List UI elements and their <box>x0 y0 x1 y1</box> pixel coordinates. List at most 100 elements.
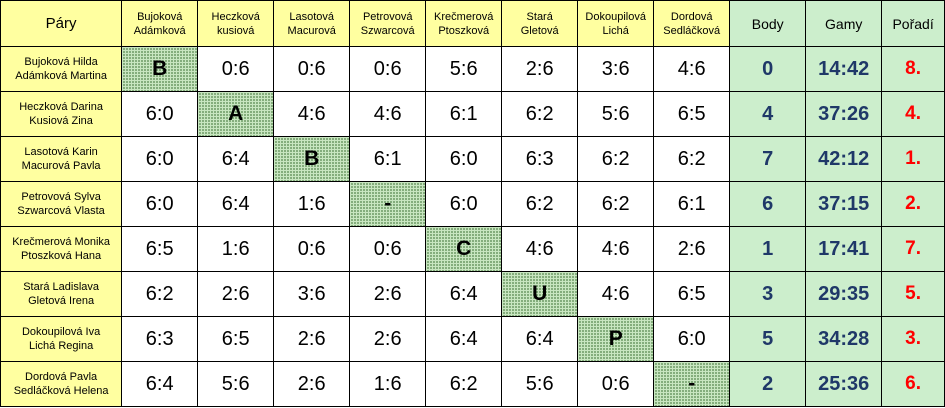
score-cell: 6:2 <box>653 136 731 182</box>
games-cell: 37:26 <box>805 91 883 137</box>
pair-name: Lasotová Karin Macurová Pavla <box>0 136 123 182</box>
score-cell: 6:5 <box>653 91 731 137</box>
table-row: Krečmerová Monika Ptoszková Hana 6:5 1:6 0:6… <box>0 226 945 272</box>
pair-name: Dokoupilová Iva Lichá Regina <box>0 316 123 362</box>
score-cell: 6:3 <box>501 136 579 182</box>
self-match-cell: - <box>349 181 427 227</box>
score-cell: 6:4 <box>121 361 199 407</box>
score-cell: 4:6 <box>653 46 731 92</box>
score-cell: 4:6 <box>577 271 655 317</box>
column-header: Heczková kusiová <box>197 0 275 47</box>
column-header: Stará Gletová <box>501 0 579 47</box>
score-cell: 1:6 <box>197 226 275 272</box>
score-cell: 6:0 <box>653 316 731 362</box>
score-cell: 0:6 <box>273 46 351 92</box>
score-cell: 4:6 <box>501 226 579 272</box>
self-match-cell: B <box>273 136 351 182</box>
rank-cell: 6. <box>881 361 945 407</box>
games-cell: 17:41 <box>805 226 883 272</box>
score-cell: 5:6 <box>197 361 275 407</box>
score-cell: 6:2 <box>501 91 579 137</box>
rank-cell: 5. <box>881 271 945 317</box>
score-cell: 4:6 <box>577 226 655 272</box>
self-match-cell: A <box>197 91 275 137</box>
column-header: Bujoková Adámková <box>121 0 199 47</box>
points-cell: 1 <box>729 226 807 272</box>
score-cell: 4:6 <box>273 91 351 137</box>
score-cell: 3:6 <box>577 46 655 92</box>
score-cell: 6:4 <box>425 271 503 317</box>
rank-header: Pořadí <box>881 0 945 47</box>
points-cell: 3 <box>729 271 807 317</box>
column-header: Dordová Sedláčková <box>653 0 731 47</box>
pair-name: Bujoková Hilda Adámková Martina <box>0 46 123 92</box>
score-cell: 6:5 <box>197 316 275 362</box>
score-cell: 6:4 <box>501 316 579 362</box>
score-cell: 2:6 <box>273 316 351 362</box>
score-cell: 0:6 <box>349 46 427 92</box>
score-cell: 6:0 <box>121 136 199 182</box>
score-cell: 4:6 <box>349 91 427 137</box>
score-cell: 2:6 <box>501 46 579 92</box>
column-header: Dokoupilová Lichá <box>577 0 655 47</box>
score-cell: 0:6 <box>273 226 351 272</box>
self-match-cell: P <box>577 316 655 362</box>
score-cell: 0:6 <box>349 226 427 272</box>
column-header: Lasotová Macurová <box>273 0 351 47</box>
score-cell: 2:6 <box>273 361 351 407</box>
games-cell: 37:15 <box>805 181 883 227</box>
table-row: Bujoková Hilda Adámková Martina B 0:6 0:6 0:6… <box>0 46 945 92</box>
score-cell: 6:3 <box>121 316 199 362</box>
pair-name: Dordová Pavla Sedláčková Helena <box>0 361 123 407</box>
points-cell: 4 <box>729 91 807 137</box>
games-cell: 29:35 <box>805 271 883 317</box>
score-cell: 6:2 <box>425 361 503 407</box>
score-cell: 3:6 <box>273 271 351 317</box>
score-cell: 6:0 <box>425 181 503 227</box>
pair-name: Heczková Darina Kusiová Zina <box>0 91 123 137</box>
score-cell: 2:6 <box>653 226 731 272</box>
rank-cell: 7. <box>881 226 945 272</box>
games-cell: 14:42 <box>805 46 883 92</box>
self-match-cell: - <box>653 361 731 407</box>
score-cell: 5:6 <box>425 46 503 92</box>
pair-name: Krečmerová Monika Ptoszková Hana <box>0 226 123 272</box>
score-cell: 6:2 <box>577 181 655 227</box>
score-cell: 6:5 <box>653 271 731 317</box>
score-cell: 0:6 <box>197 46 275 92</box>
score-cell: 0:6 <box>577 361 655 407</box>
score-cell: 5:6 <box>501 361 579 407</box>
table-row: Dordová Pavla Sedláčková Helena 6:4 5:6 2:6 1… <box>0 361 945 407</box>
score-cell: 6:1 <box>349 136 427 182</box>
score-cell: 5:6 <box>577 91 655 137</box>
rank-cell: 4. <box>881 91 945 137</box>
table-row: Petrovová Sylva Szwarcová Vlasta 6:0 6:4 1:6… <box>0 181 945 227</box>
games-cell: 42:12 <box>805 136 883 182</box>
column-header: Petrovová Szwarcová <box>349 0 427 47</box>
score-cell: 1:6 <box>273 181 351 227</box>
table-row: Heczková Darina Kusiová Zina 6:0 A 4:6 4:6 6:1… <box>0 91 945 137</box>
table-row: Lasotová Karin Macurová Pavla 6:0 6:4 B 6:1 6:… <box>0 136 945 182</box>
score-cell: 6:1 <box>425 91 503 137</box>
score-cell: 6:4 <box>425 316 503 362</box>
rank-cell: 3. <box>881 316 945 362</box>
results-body: Bujoková Hilda Adámková Martina B 0:6 0:6 0:6… <box>0 46 945 407</box>
table-row: Dokoupilová Iva Lichá Regina 6:3 6:5 2:6 2:6 6… <box>0 316 945 362</box>
self-match-cell: B <box>121 46 199 92</box>
score-cell: 6:4 <box>197 181 275 227</box>
pair-name: Petrovová Sylva Szwarcová Vlasta <box>0 181 123 227</box>
points-cell: 0 <box>729 46 807 92</box>
games-header: Gamy <box>805 0 883 47</box>
column-header: Krečmerová Ptoszková <box>425 0 503 47</box>
score-cell: 2:6 <box>349 316 427 362</box>
points-cell: 6 <box>729 181 807 227</box>
score-cell: 6:1 <box>653 181 731 227</box>
header-row: Páry Bujoková Adámková Heczková kusiová La… <box>0 0 945 47</box>
games-cell: 25:36 <box>805 361 883 407</box>
self-match-cell: C <box>425 226 503 272</box>
rank-cell: 8. <box>881 46 945 92</box>
games-cell: 34:28 <box>805 316 883 362</box>
score-cell: 6:2 <box>577 136 655 182</box>
table-row: Stará Ladislava Gletová Irena 6:2 2:6 3:6 2:6… <box>0 271 945 317</box>
